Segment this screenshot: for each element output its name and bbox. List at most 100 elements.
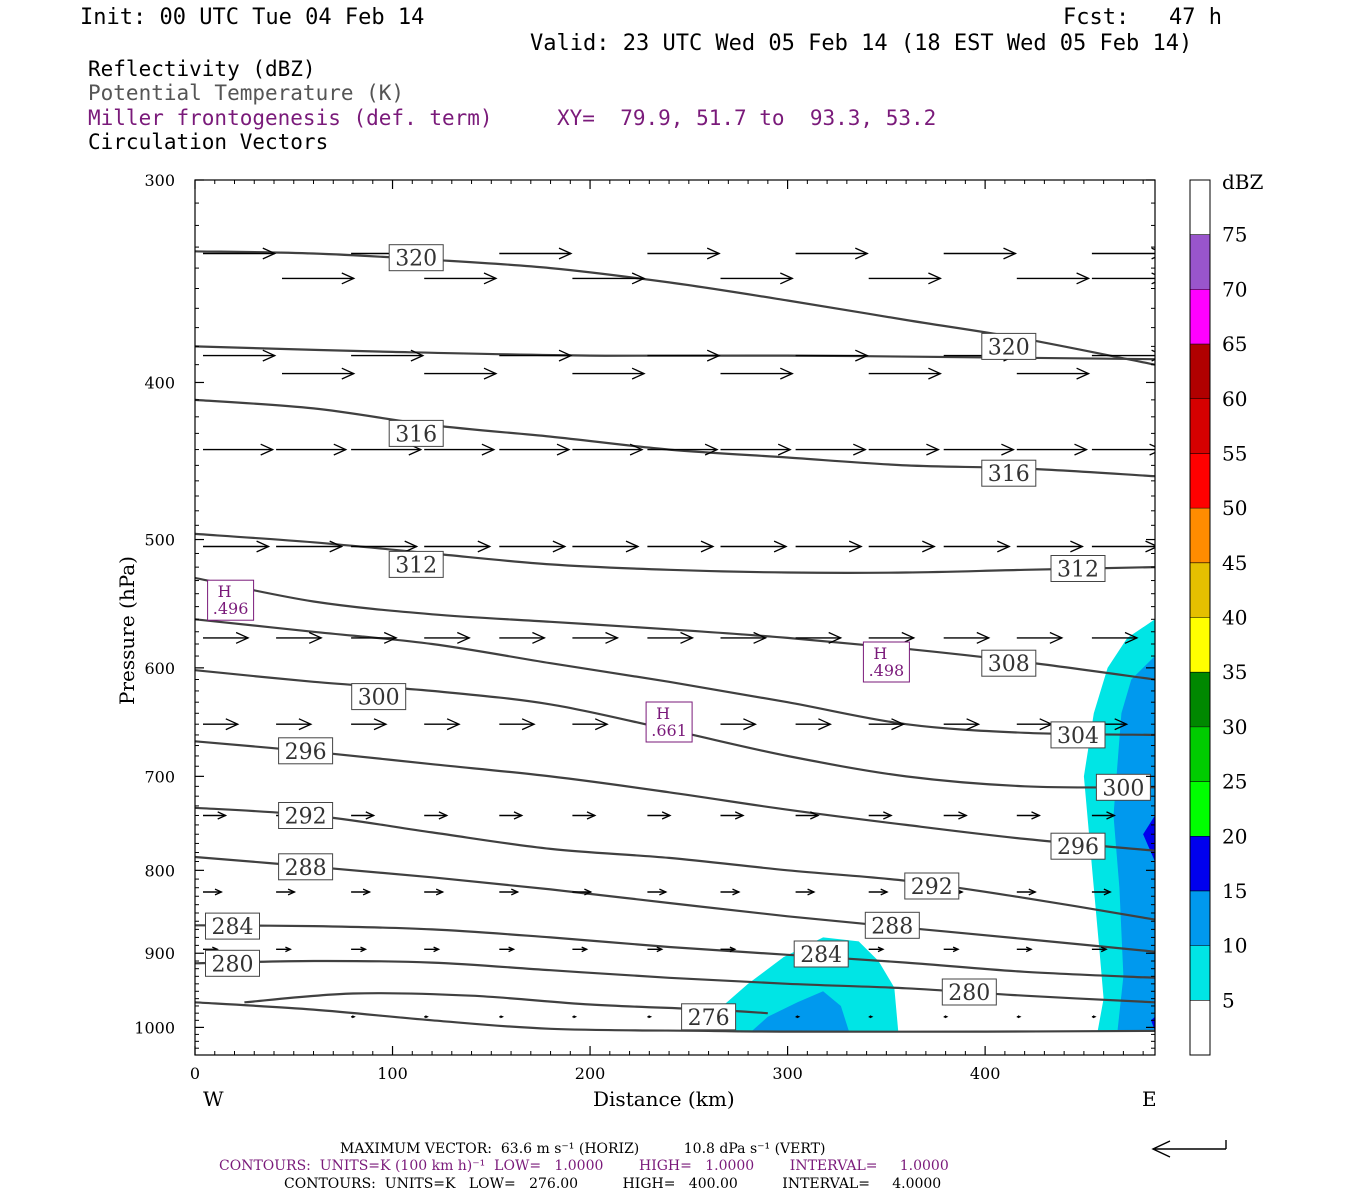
theta-label: 284 — [793, 940, 849, 968]
circulation-vector — [499, 631, 546, 644]
circulation-vector — [720, 718, 757, 731]
theta-label: 320 — [388, 244, 444, 272]
reflectivity-region-3 — [1113, 656, 1155, 1031]
circulation-vector — [1091, 1015, 1097, 1019]
circulation-vector — [203, 718, 240, 731]
circulation-vector — [572, 367, 646, 380]
circulation-vector — [572, 1015, 578, 1019]
theta-label: 292 — [278, 802, 334, 830]
colorbar-segment — [1190, 945, 1210, 1001]
colorbar-label: 30 — [1222, 715, 1247, 739]
circulation-vector — [868, 946, 885, 953]
circulation-vector — [572, 443, 644, 456]
legend-potential-temperature: Potential Temperature (K) — [88, 81, 405, 105]
reflectivity-region-1 — [752, 991, 849, 1031]
colorbar-label: 55 — [1222, 441, 1247, 465]
circulation-vector — [1091, 540, 1155, 553]
circulation-vector — [1016, 811, 1041, 820]
theta-label: 308 — [981, 649, 1037, 677]
circulation-vector — [647, 1015, 653, 1019]
theta-label: 296 — [1050, 832, 1106, 860]
circulation-vector — [351, 1015, 356, 1019]
x-left-label: W — [203, 1087, 224, 1111]
circulation-vector — [1016, 718, 1054, 731]
circulation-vector — [572, 888, 593, 896]
svg-text:312: 312 — [1057, 558, 1099, 583]
colorbar-segment — [1190, 344, 1210, 399]
circulation-vector — [351, 349, 425, 362]
svg-text:H: H — [873, 644, 887, 663]
colorbar-segment — [1190, 289, 1210, 345]
miller-high: H.498 — [862, 641, 910, 683]
circulation-vector — [424, 631, 471, 644]
circulation-vector — [943, 811, 968, 820]
y-tick-label: 500 — [144, 531, 175, 550]
circulation-vector — [943, 946, 960, 953]
svg-text:296: 296 — [285, 740, 327, 765]
circulation-vector — [720, 443, 792, 456]
theta-label-layer: 320 320 316 316 312 312 308 304 300 300 296 296 292 2… — [205, 244, 1151, 1031]
colorbar-segment — [1190, 234, 1210, 290]
circulation-vector — [795, 1015, 801, 1019]
circulation-vector — [499, 946, 516, 953]
circulation-vector — [499, 811, 524, 820]
circulation-vector — [424, 1015, 429, 1019]
svg-text:300: 300 — [358, 686, 400, 711]
theta-contour-4 — [195, 532, 1155, 574]
circulation-vector — [276, 631, 323, 644]
circulation-vector — [1016, 272, 1091, 285]
colorbar-segment — [1190, 781, 1210, 837]
colorbar-label: 35 — [1222, 660, 1247, 684]
svg-text:280: 280 — [212, 952, 254, 977]
circulation-vector — [720, 272, 794, 285]
y-tick-label: 600 — [144, 659, 175, 678]
circulation-vector — [572, 718, 609, 731]
theta-label: 288 — [864, 911, 920, 939]
svg-text:316: 316 — [988, 462, 1030, 487]
circulation-vector — [720, 811, 745, 820]
circulation-vector — [943, 631, 991, 644]
circulation-vector-layer — [203, 247, 1155, 1019]
circulation-vector — [1091, 247, 1155, 260]
circulation-vector — [424, 811, 449, 820]
svg-text:276: 276 — [688, 1006, 730, 1031]
theta-label: 300 — [351, 683, 407, 711]
x-tick-label: 100 — [377, 1064, 408, 1083]
circulation-vector — [720, 946, 737, 953]
svg-text:.661: .661 — [651, 721, 687, 740]
legend-circulation-vectors: Circulation Vectors — [88, 130, 329, 154]
circulation-vector — [943, 718, 981, 731]
circulation-vector — [943, 540, 1011, 553]
svg-text:316: 316 — [395, 422, 437, 447]
y-axis-title: Pressure (hPa) — [115, 556, 139, 705]
footer-contours-theta: CONTOURS: UNITS=K LOW= 276.00 HIGH= 400.… — [284, 1176, 942, 1192]
x-tick-label: 300 — [772, 1064, 803, 1083]
circulation-vector — [499, 1015, 504, 1019]
circulation-vector — [351, 888, 372, 896]
circulation-vector — [499, 718, 536, 731]
circulation-vector — [720, 367, 794, 380]
theta-label: 316 — [981, 459, 1037, 487]
circulation-vector — [647, 247, 721, 260]
svg-text:304: 304 — [1057, 724, 1099, 749]
circulation-vector — [351, 946, 368, 953]
circulation-vector — [203, 247, 277, 260]
circulation-vector — [1091, 631, 1139, 644]
colorbar-label: 70 — [1222, 277, 1247, 301]
theta-label: 300 — [1095, 773, 1151, 801]
colorbar-label: 75 — [1222, 223, 1247, 247]
colorbar-segment — [1190, 890, 1210, 946]
x-right-label: E — [1142, 1087, 1157, 1111]
colorbar-segment — [1190, 672, 1210, 727]
svg-text:.498: .498 — [869, 661, 905, 680]
theta-label: 276 — [681, 1003, 737, 1031]
circulation-vector — [795, 811, 820, 820]
plot-frame — [194, 179, 1156, 1056]
colorbar-segment — [1190, 508, 1210, 563]
circulation-vector — [868, 540, 936, 553]
footer-max-vector: MAXIMUM VECTOR: 63.6 m s⁻¹ (HORIZ) 10.8 … — [340, 1141, 826, 1157]
circulation-vector — [868, 811, 893, 820]
circulation-vector — [1091, 349, 1155, 362]
